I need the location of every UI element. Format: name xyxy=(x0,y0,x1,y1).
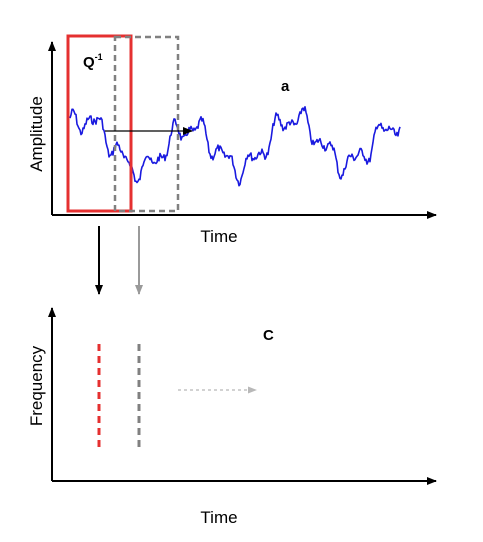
next-window-box xyxy=(113,35,180,213)
bottom-y-axis-label: Frequency xyxy=(27,345,46,426)
top-x-axis-label: Time xyxy=(200,227,237,246)
current-window-box xyxy=(66,34,133,213)
top-panel: Q-1 a Amplitude Time xyxy=(27,34,437,246)
bottom-panel-letter: C xyxy=(263,327,274,344)
window-label: Q-1 xyxy=(83,52,103,71)
bottom-x-axis-label: Time xyxy=(200,508,237,527)
window-label-superscript: -1 xyxy=(95,52,103,62)
signal-waveform xyxy=(69,106,401,187)
bottom-panel: C Frequency Time xyxy=(27,307,437,527)
top-y-axis-label: Amplitude xyxy=(27,96,46,172)
top-panel-letter: a xyxy=(281,78,290,95)
